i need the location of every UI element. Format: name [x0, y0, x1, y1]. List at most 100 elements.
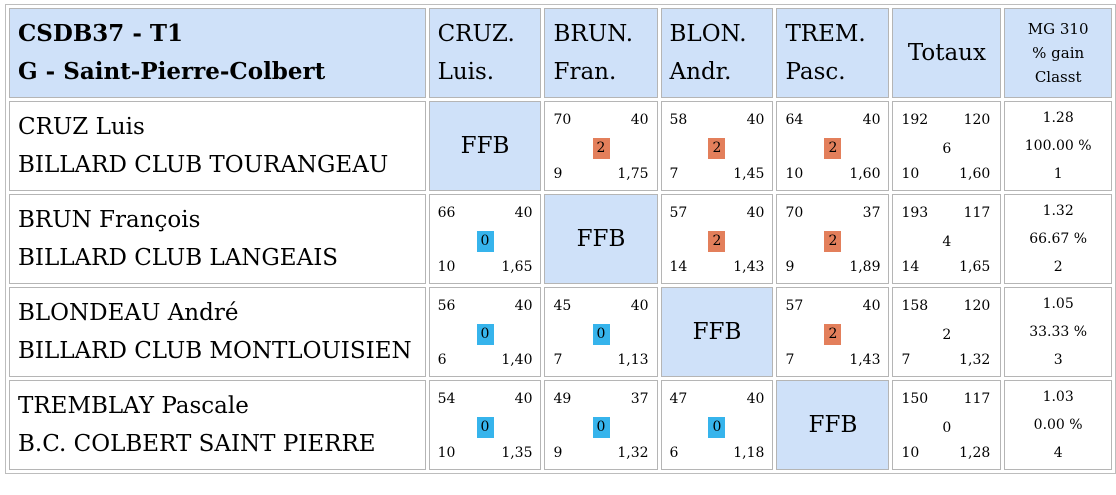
match-target: 40	[514, 205, 533, 221]
total-innings: 14	[901, 259, 920, 275]
match-cell: 57 40 2 14 1,43	[660, 194, 774, 284]
player-name: CRUZ Luis	[18, 114, 145, 140]
total-match-points: 2	[942, 327, 952, 343]
ffb-cell: FFB	[428, 101, 542, 191]
total-innings: 7	[901, 352, 911, 368]
match-points-scored: 45	[553, 298, 572, 314]
player-name: BLONDEAU André	[18, 300, 239, 326]
match-innings: 14	[669, 259, 688, 275]
total-target: 117	[963, 391, 991, 407]
total-innings: 10	[901, 166, 920, 182]
player-row-cruz: CRUZ Luis BILLARD CLUB TOURANGEAU FFB 70 40 2…	[9, 101, 1112, 191]
header-mg: MG 310 % gain Classt	[1004, 8, 1112, 98]
match-cell: 56 40 0 6 1,40	[428, 287, 542, 377]
match-points-scored: 64	[785, 112, 804, 128]
match-average: 1,75	[617, 166, 649, 182]
total-target: 117	[963, 205, 991, 221]
match-points-scored: 58	[669, 112, 688, 128]
match-average: 1,60	[849, 166, 881, 182]
match-target: 37	[862, 205, 881, 221]
match-result-badge: 2	[592, 138, 610, 159]
match-target: 40	[746, 112, 765, 128]
match-target: 37	[630, 391, 649, 407]
match-result-badge: 0	[476, 231, 494, 252]
match-result-badge: 0	[708, 417, 726, 438]
match-target: 40	[514, 298, 533, 314]
gain-percent: 100.00 %	[1024, 138, 1092, 154]
totals-cell: 158 120 2 7 1,32	[892, 287, 1002, 377]
total-match-points: 6	[942, 141, 952, 157]
match-result-badge: 0	[476, 324, 494, 345]
match-average: 1,45	[733, 166, 765, 182]
player-name: TREMBLAY Pascale	[18, 393, 249, 419]
header-row: CSDB37 - T1 G - Saint-Pierre-Colbert CRU…	[9, 8, 1112, 98]
match-result-badge: 2	[708, 231, 726, 252]
rank: 4	[1053, 445, 1063, 461]
gain-percent: 66.67 %	[1029, 231, 1088, 247]
ffb-cell: FFB	[776, 380, 890, 470]
total-target: 120	[963, 112, 991, 128]
general-average: 1.03	[1042, 389, 1074, 405]
match-points-scored: 47	[669, 391, 688, 407]
totals-cell: 150 117 0 10 1,28	[892, 380, 1002, 470]
total-average: 1,65	[959, 259, 991, 275]
match-result-badge: 0	[476, 417, 494, 438]
totals-cell: 193 117 4 14 1,65	[892, 194, 1002, 284]
match-target: 40	[862, 298, 881, 314]
general-average: 1.32	[1042, 203, 1074, 219]
match-innings: 6	[437, 352, 447, 368]
player-info: BLONDEAU André BILLARD CLUB MONTLOUISIEN	[9, 287, 426, 377]
match-innings: 10	[437, 259, 456, 275]
total-match-points: 4	[942, 234, 952, 250]
match-cell: 70 37 2 9 1,89	[776, 194, 890, 284]
match-points-scored: 49	[553, 391, 572, 407]
match-points-scored: 56	[437, 298, 456, 314]
match-cell: 58 40 2 7 1,45	[660, 101, 774, 191]
total-match-points: 0	[942, 420, 952, 436]
match-innings: 7	[669, 166, 679, 182]
ranking-cell: 1.28 100.00 % 1	[1004, 101, 1112, 191]
match-target: 40	[630, 298, 649, 314]
player-club: BILLARD CLUB TOURANGEAU	[18, 152, 389, 178]
match-average: 1,18	[733, 445, 765, 461]
total-average: 1,32	[959, 352, 991, 368]
header-totaux: Totaux	[892, 8, 1002, 98]
match-result-badge: 2	[824, 231, 842, 252]
match-points-scored: 54	[437, 391, 456, 407]
match-innings: 7	[785, 352, 795, 368]
match-result-badge: 2	[708, 138, 726, 159]
match-average: 1,35	[501, 445, 533, 461]
gain-percent: 33.33 %	[1029, 324, 1088, 340]
match-result-badge: 0	[592, 417, 610, 438]
player-club: BILLARD CLUB LANGEAIS	[18, 245, 339, 271]
match-cell: 70 40 2 9 1,75	[544, 101, 658, 191]
match-average: 1,65	[501, 259, 533, 275]
total-average: 1,28	[959, 445, 991, 461]
match-average: 1,43	[849, 352, 881, 368]
match-target: 40	[862, 112, 881, 128]
match-average: 1,13	[617, 352, 649, 368]
match-cell: 45 40 0 7 1,13	[544, 287, 658, 377]
header-player-blondeau: BLON. Andr.	[660, 8, 774, 98]
match-cell: 54 40 0 10 1,35	[428, 380, 542, 470]
competition-title: CSDB37 - T1 G - Saint-Pierre-Colbert	[9, 8, 426, 98]
match-innings: 7	[553, 352, 563, 368]
match-average: 1,43	[733, 259, 765, 275]
match-result-badge: 2	[824, 138, 842, 159]
player-info: BRUN François BILLARD CLUB LANGEAIS	[9, 194, 426, 284]
ffb-cell: FFB	[544, 194, 658, 284]
rank: 1	[1053, 166, 1063, 182]
match-cell: 57 40 2 7 1,43	[776, 287, 890, 377]
ffb-cell: FFB	[660, 287, 774, 377]
match-target: 40	[514, 391, 533, 407]
match-target: 40	[746, 391, 765, 407]
match-points-scored: 70	[553, 112, 572, 128]
match-points-scored: 70	[785, 205, 804, 221]
player-row-tremblay: TREMBLAY Pascale B.C. COLBERT SAINT PIERR…	[9, 380, 1112, 470]
results-grid: CSDB37 - T1 G - Saint-Pierre-Colbert CRU…	[5, 4, 1116, 474]
total-points: 192	[901, 112, 929, 128]
player-club: BILLARD CLUB MONTLOUISIEN	[18, 338, 412, 364]
general-average: 1.28	[1042, 110, 1074, 126]
gain-percent: 0.00 %	[1033, 417, 1083, 433]
match-innings: 10	[785, 166, 804, 182]
